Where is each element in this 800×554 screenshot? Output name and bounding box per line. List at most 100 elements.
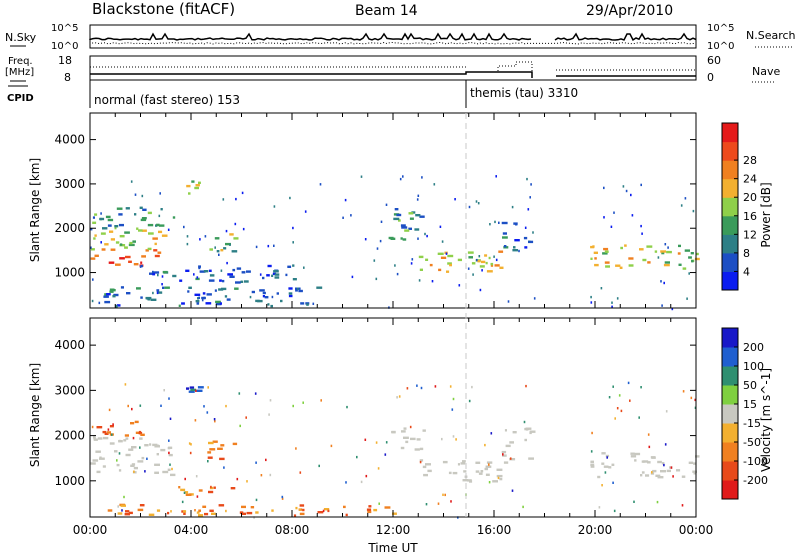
- scatter-cell: [399, 177, 402, 181]
- data-cell: [131, 463, 136, 466]
- data-cell: [156, 453, 159, 456]
- data-cell: [147, 211, 152, 215]
- scatter-cell: [238, 392, 241, 395]
- data-cell: [485, 465, 492, 468]
- scatter-cell: [267, 244, 270, 248]
- data-cell: [634, 459, 637, 462]
- data-cell: [109, 288, 115, 291]
- data-cell: [501, 450, 507, 454]
- scatter-cell: [190, 443, 192, 446]
- data-cell: [100, 232, 106, 235]
- velocity-x-axis: 00:00 04:00 08:00 12:00 16:00 20:00 00:00: [73, 318, 713, 537]
- scatter-cell: [98, 301, 101, 305]
- scatter-cell: [299, 508, 301, 511]
- data-cell: [427, 469, 432, 473]
- colorbar-segment: [722, 366, 738, 386]
- power-y-label: Slant Range [km]: [28, 158, 42, 262]
- scatter-cell: [159, 192, 161, 195]
- scatter-cell: [158, 214, 161, 218]
- scatter-cell: [437, 502, 440, 505]
- data-cell: [93, 438, 98, 441]
- scatter-cell: [402, 175, 404, 178]
- scatter-cell: [441, 240, 444, 243]
- scatter-cell: [356, 455, 358, 459]
- data-cell: [125, 207, 130, 210]
- scatter-cell: [249, 295, 252, 299]
- data-cell: [411, 211, 416, 214]
- data-cell: [206, 293, 212, 296]
- scatter-cell: [629, 399, 631, 402]
- scatter-cell: [169, 417, 172, 420]
- data-cell: [300, 302, 305, 305]
- data-cell: [148, 232, 154, 235]
- data-cell: [287, 265, 292, 268]
- data-cell: [229, 233, 234, 236]
- data-cell: [209, 248, 213, 251]
- data-cell: [140, 218, 147, 222]
- data-cell: [640, 474, 643, 477]
- data-cell: [199, 270, 206, 273]
- data-cell: [422, 465, 427, 469]
- data-cell: [403, 427, 407, 430]
- scatter-cell: [472, 273, 474, 276]
- data-cell: [232, 268, 236, 272]
- data-cell: [106, 293, 111, 296]
- data-cell: [103, 295, 109, 298]
- power-colorbar-label: Power [dB]: [759, 182, 773, 247]
- data-cell: [158, 224, 165, 227]
- scatter-cell: [409, 425, 412, 429]
- data-cell: [642, 258, 647, 262]
- colorbar-segment: [722, 461, 738, 481]
- cpid-row: CPID normal (fast stereo) 153 themis (ta…: [7, 80, 578, 108]
- data-cell: [172, 216, 176, 219]
- freq-right-tick-low: 0: [707, 71, 714, 84]
- scatter-cell: [451, 408, 454, 411]
- scatter-cell: [273, 244, 275, 247]
- data-cell: [246, 270, 251, 273]
- scatter-cell: [439, 225, 442, 228]
- data-cell: [484, 254, 488, 257]
- data-cell: [222, 279, 225, 283]
- scatter-cell: [195, 389, 197, 392]
- scatter-cell: [260, 474, 263, 477]
- scatter-cell: [419, 460, 422, 464]
- y-tick-label: 2000: [54, 429, 85, 443]
- scatter-cell: [611, 305, 613, 308]
- data-cell: [178, 304, 181, 307]
- data-cell: [135, 431, 140, 434]
- scatter-cell: [455, 438, 457, 441]
- scatter-cell: [269, 399, 272, 402]
- data-cell: [682, 267, 687, 270]
- data-cell: [118, 223, 124, 227]
- data-cell: [597, 475, 601, 479]
- data-cell: [415, 214, 421, 217]
- data-cell: [183, 512, 186, 515]
- data-cell: [485, 261, 488, 265]
- data-cell: [170, 473, 176, 477]
- scatter-cell: [418, 279, 421, 282]
- data-cell: [147, 247, 152, 251]
- data-cell: [392, 512, 397, 515]
- data-cell: [94, 254, 99, 257]
- data-cell: [220, 444, 225, 447]
- data-cell: [661, 462, 665, 465]
- data-cell: [594, 257, 597, 260]
- data-cell: [447, 262, 452, 265]
- freq-panel-frame: [89, 55, 697, 81]
- data-cell: [140, 264, 143, 268]
- scatter-cell: [610, 225, 613, 228]
- data-cell: [90, 228, 93, 231]
- scatter-cell: [265, 458, 267, 462]
- data-cell: [605, 265, 610, 268]
- data-cell: [273, 270, 279, 273]
- data-cell: [219, 457, 225, 461]
- data-cell: [134, 213, 137, 216]
- data-cell: [414, 448, 420, 451]
- data-cell: [603, 247, 609, 251]
- data-cell: [678, 263, 682, 266]
- scatter-cell: [133, 470, 135, 473]
- data-cell: [460, 462, 466, 465]
- scatter-cell: [530, 183, 532, 186]
- data-cell: [366, 508, 372, 511]
- scatter-cell: [608, 396, 611, 399]
